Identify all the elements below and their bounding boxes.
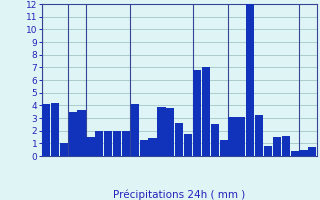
Bar [255,115,263,156]
Bar [60,143,68,156]
Bar [202,67,210,156]
Bar [148,138,157,156]
Bar [246,4,254,156]
Bar [228,117,236,156]
Bar [300,150,308,156]
Bar [184,134,192,156]
Bar [68,112,77,156]
Bar [264,146,272,156]
Bar [193,70,201,156]
Bar [211,124,219,156]
Bar [122,131,130,156]
Bar [308,147,316,156]
Bar [273,137,281,156]
Bar [104,131,112,156]
Bar [77,110,86,156]
Bar [131,104,139,156]
Bar [42,104,50,156]
Bar [237,117,245,156]
Text: Précipitations 24h ( mm ): Précipitations 24h ( mm ) [113,189,245,200]
Bar [157,107,165,156]
Bar [51,103,59,156]
Bar [113,131,121,156]
Bar [95,131,103,156]
Bar [86,137,94,156]
Bar [291,151,299,156]
Bar [140,140,148,156]
Bar [282,136,290,156]
Bar [166,108,174,156]
Bar [175,123,183,156]
Bar [220,140,228,156]
